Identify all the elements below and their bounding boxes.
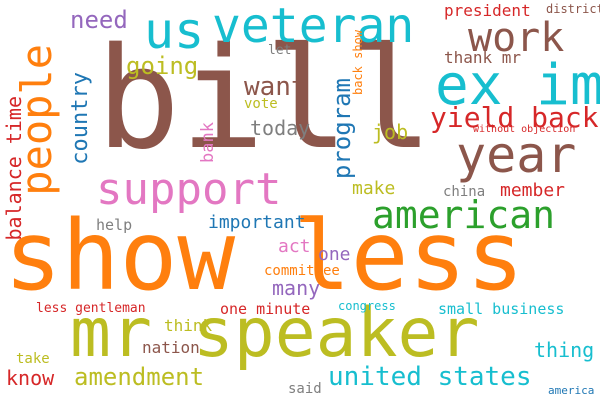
word-amendment: amendment xyxy=(74,363,205,391)
word-let: let xyxy=(268,43,292,58)
word-bank: bank xyxy=(198,122,218,163)
word-act: act xyxy=(278,236,311,257)
word-country: country xyxy=(68,72,93,165)
word-one: one xyxy=(318,244,351,265)
word-make: make xyxy=(352,178,396,199)
word-year: year xyxy=(456,126,577,184)
word-back-show: back show xyxy=(351,30,365,96)
word-support: support xyxy=(96,164,282,215)
word-balance-time: balance time xyxy=(2,96,26,241)
word-work: work xyxy=(468,15,565,61)
word-nation: nation xyxy=(142,338,200,357)
word-job: job xyxy=(372,120,409,144)
word-take: take xyxy=(16,351,50,367)
word-small-business: small business xyxy=(438,300,565,318)
word-many: many xyxy=(272,276,321,300)
word-veteran: veteran xyxy=(212,0,415,54)
word-less-gentleman: less gentleman xyxy=(36,301,146,316)
word-american: american xyxy=(372,193,556,237)
word-without-objection: without objection xyxy=(473,124,576,135)
word-united-states: united states xyxy=(328,362,532,392)
word-president: president xyxy=(444,1,531,20)
word-going: going xyxy=(126,52,199,80)
word-ex-im: ex im xyxy=(435,53,600,118)
word-think: think xyxy=(164,316,213,335)
word-member: member xyxy=(500,180,566,201)
word-china: china xyxy=(443,184,486,200)
word-thank-mr: thank mr xyxy=(444,48,522,67)
word-today: today xyxy=(250,116,311,140)
word-show-less: show less xyxy=(4,200,525,312)
word-said: said xyxy=(288,381,322,397)
word-district: district xyxy=(546,2,600,16)
word-thing: thing xyxy=(534,338,595,362)
word-mr-speaker: mr speaker xyxy=(70,294,480,373)
word-need: need xyxy=(70,6,128,34)
word-america: america xyxy=(548,384,595,397)
word-one-minute: one minute xyxy=(220,300,311,318)
word-know: know xyxy=(6,366,55,390)
word-committee: committee xyxy=(264,263,340,279)
word-vote: vote xyxy=(244,96,278,112)
word-bill: bill xyxy=(96,18,434,181)
word-want: want xyxy=(244,72,307,102)
word-yield-back: yield back xyxy=(430,101,599,134)
word-help: help xyxy=(96,216,133,234)
word-important: important xyxy=(208,212,306,233)
word-congress: congress xyxy=(338,299,396,313)
word-us: us xyxy=(144,2,205,60)
